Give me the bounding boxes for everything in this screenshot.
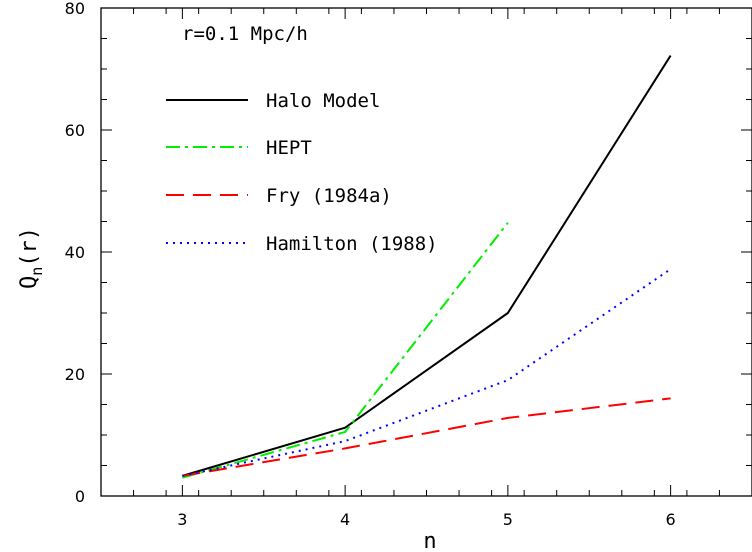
series-lines [182,55,672,479]
y-axis-label: Qn(r) [17,227,46,289]
y-tick-label: 20 [65,365,85,384]
x-tick-label: 3 [177,510,187,529]
y-axis-label-sub: n [28,267,46,276]
series-line-1 [182,222,509,479]
series-line-3 [182,268,672,477]
y-tick-label: 80 [65,0,85,18]
annotation-label: r=0.1 Mpc/h [182,23,308,45]
y-tick-label: 60 [65,121,85,140]
series-line-0 [182,55,672,477]
ticks [100,7,752,497]
x-tick-label: 5 [503,510,513,529]
y-tick-label: 0 [75,487,85,506]
legend-label: Fry (1984a) [266,185,392,207]
x-tick-label: 4 [340,510,350,529]
legend: Halo Model HEPT Fry (1984a) Hamilton (1988) [166,90,438,255]
y-tick-label: 40 [65,243,85,262]
y-axis-label-main: Q [17,276,42,289]
series-line-2 [182,397,671,477]
y-axis-label-tail: (r) [17,227,42,267]
legend-label: Halo Model [266,90,380,112]
x-axis-label: n [423,529,436,552]
legend-label: Hamilton (1988) [266,233,438,255]
legend-label: HEPT [266,137,312,159]
x-tick-label: 6 [666,510,676,529]
